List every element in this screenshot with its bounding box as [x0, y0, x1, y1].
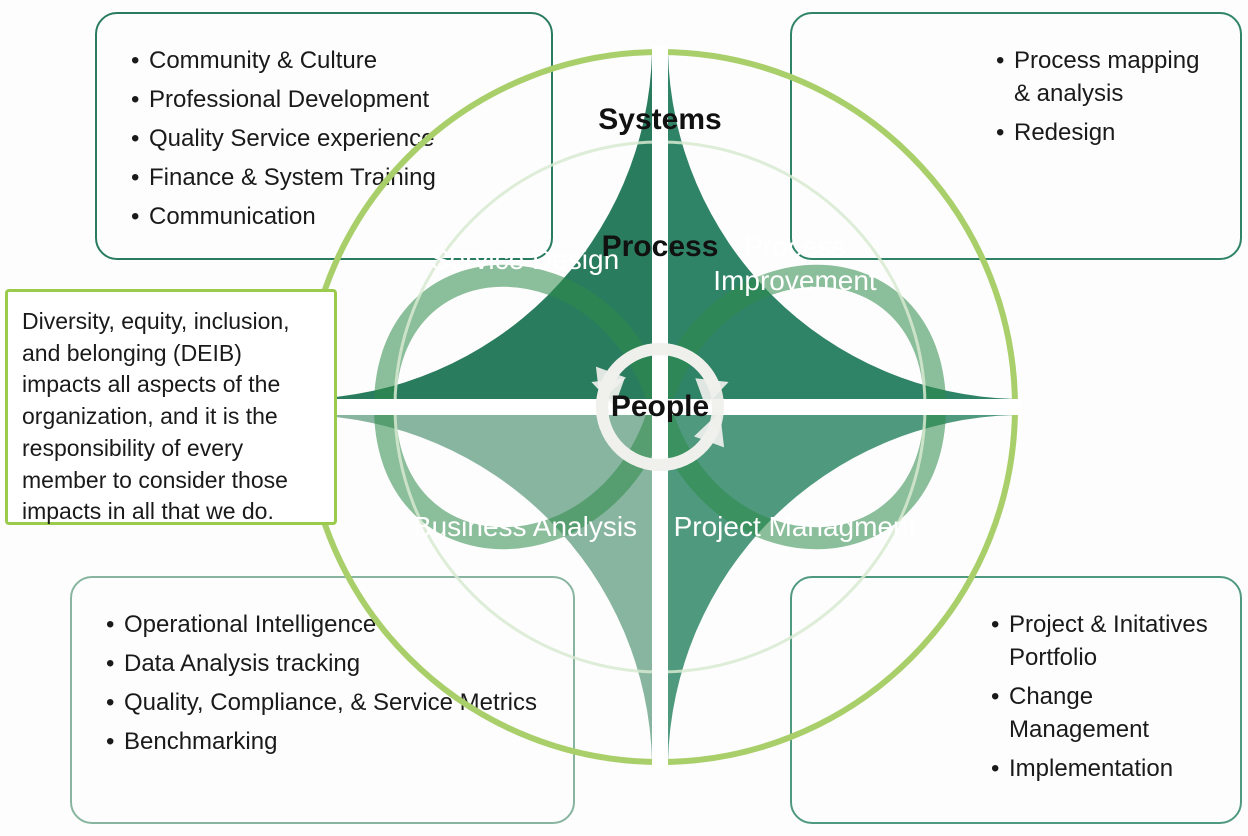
deib-callout: Diversity, equity, inclusion, and belong…	[5, 289, 337, 525]
quadrant-br-label: Project Managment	[665, 510, 925, 544]
ring-label-systems: Systems	[560, 103, 760, 137]
ring-label-people: People	[560, 390, 760, 424]
quadrant-bl-label: Business Analysis	[400, 510, 650, 544]
ring-label-process: Process	[560, 230, 760, 264]
